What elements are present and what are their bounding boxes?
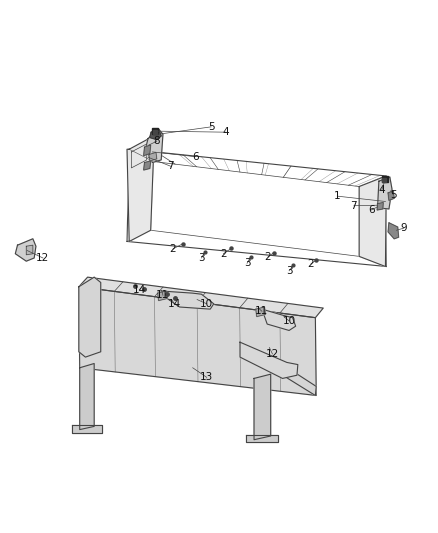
Text: 2: 2	[265, 252, 272, 262]
Text: 13: 13	[200, 373, 213, 382]
Polygon shape	[271, 364, 316, 395]
Polygon shape	[144, 145, 151, 156]
Text: 2: 2	[307, 259, 314, 269]
Text: 14: 14	[168, 299, 181, 309]
Text: 10: 10	[283, 316, 296, 326]
Text: 7: 7	[167, 161, 174, 171]
Polygon shape	[262, 309, 296, 330]
Text: 6: 6	[192, 152, 199, 161]
Text: 10: 10	[200, 299, 213, 309]
Polygon shape	[246, 435, 278, 442]
Polygon shape	[144, 161, 151, 170]
Polygon shape	[145, 129, 163, 163]
Polygon shape	[79, 287, 316, 395]
Text: 11: 11	[255, 306, 268, 316]
Polygon shape	[150, 129, 161, 140]
Polygon shape	[256, 307, 265, 317]
Text: 2: 2	[170, 244, 177, 254]
Polygon shape	[72, 425, 102, 433]
Polygon shape	[359, 176, 386, 266]
Text: 6: 6	[368, 205, 375, 215]
Bar	[374, 189, 382, 201]
Text: 8: 8	[153, 136, 160, 146]
Polygon shape	[26, 245, 33, 255]
Polygon shape	[79, 277, 323, 318]
Polygon shape	[388, 191, 394, 200]
Text: 1: 1	[334, 191, 341, 201]
Polygon shape	[158, 291, 167, 301]
Polygon shape	[377, 203, 383, 210]
Text: 14: 14	[133, 285, 146, 295]
Polygon shape	[149, 152, 157, 161]
Text: 5: 5	[208, 122, 215, 132]
Polygon shape	[240, 342, 298, 378]
Polygon shape	[127, 139, 153, 241]
Text: 3: 3	[198, 253, 205, 263]
Bar	[374, 224, 382, 236]
Text: 12: 12	[266, 349, 279, 359]
Polygon shape	[79, 277, 101, 357]
Polygon shape	[254, 374, 271, 440]
Polygon shape	[80, 364, 94, 430]
Text: 9: 9	[400, 223, 407, 233]
Text: 3: 3	[286, 266, 293, 276]
Text: 2: 2	[220, 249, 227, 259]
Text: 12: 12	[36, 253, 49, 263]
Polygon shape	[378, 177, 392, 209]
Text: 3: 3	[244, 259, 251, 268]
Text: 4: 4	[223, 127, 230, 137]
Text: 7: 7	[350, 201, 357, 211]
Text: 5: 5	[390, 190, 397, 199]
Polygon shape	[161, 291, 214, 309]
Text: 11: 11	[156, 290, 170, 300]
Text: 4: 4	[378, 185, 385, 195]
Polygon shape	[15, 239, 36, 261]
Polygon shape	[388, 223, 399, 239]
